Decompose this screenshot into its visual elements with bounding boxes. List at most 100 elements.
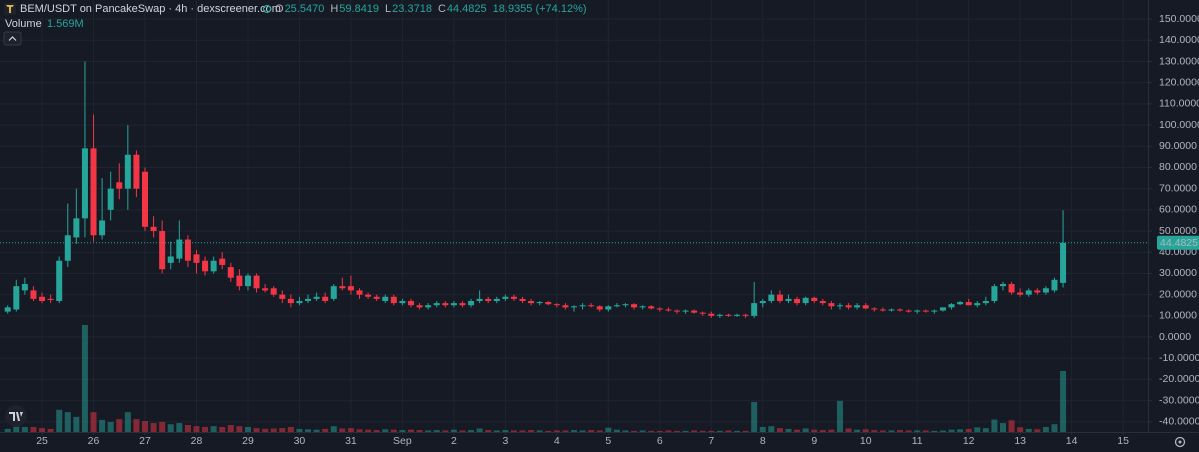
volume-bar [1042,426,1049,432]
candle-body [914,310,921,312]
candle-body [1042,288,1049,293]
ohlc-legend: O 25.5470 H 59.8419 L 23.3718 C 44.4825 [275,3,487,15]
candle-body [553,304,560,306]
volume-bar [141,421,149,432]
collapse-button[interactable] [3,31,22,46]
candle-body [811,297,818,302]
candle-body [450,303,457,306]
candle-body [742,314,749,316]
volume-bar [957,429,964,432]
volume-bar [133,419,140,432]
candle-body [699,312,706,314]
candle-body [73,218,80,238]
settings-icon[interactable] [1174,436,1186,448]
volume-bar [588,430,595,432]
candle-body [107,188,114,210]
candle-body [656,308,663,310]
x-tick-label: 9 [811,435,817,447]
volume-bar [639,430,646,432]
candle-body [905,310,912,312]
candle-body [768,294,775,302]
candle-body [665,309,672,311]
volume-bar [502,430,509,432]
volume-bar [30,426,37,432]
candle-body [133,154,140,189]
candle-body [262,288,269,291]
candle-body [613,305,620,307]
candle-body [708,313,715,316]
volume-bar [399,430,406,432]
volume-bar [287,426,294,432]
settings[interactable] [1174,436,1186,448]
volume-bar [785,428,792,432]
volume-bar [1060,370,1067,432]
volume-bar [56,409,63,432]
header: BEM/USDT on PancakeSwap · 4h · dexscreen… [3,3,587,46]
volume-bar [116,419,123,432]
volume-bar [262,428,269,432]
change: 18.9355 (+74.12%) [493,3,587,15]
candle-body [270,288,277,295]
volume-bar [4,428,11,432]
y-tick-label: 50.0000 [1159,225,1197,237]
candle-body [716,314,723,316]
volume-bar [854,429,861,432]
volume-bar [699,430,706,432]
ohlc-value: 44.4825 [447,3,487,15]
candle-body [502,296,509,299]
volume-bar [433,430,440,432]
candle-body [1060,242,1067,283]
volume-bar [974,427,981,432]
candle-body [673,310,680,312]
candle-body [545,302,552,305]
volume-bar [673,430,680,432]
volume-bar [742,430,749,432]
y-tick-label: -40.0000 [1159,416,1199,428]
volume-bar [545,430,552,432]
candle-body [116,182,123,189]
volume-bar [776,428,783,432]
volume-bar [64,412,71,432]
volume-bar [665,430,672,432]
candle-body [605,306,612,310]
volume-bar [270,428,277,432]
candle-body [802,297,809,304]
candle-body [227,267,234,278]
volume-bar [751,402,758,432]
candle-body [99,220,106,236]
volume-bar [47,428,54,432]
candle-body [390,296,397,304]
volume-bar [1034,429,1041,432]
candle-body [193,254,200,263]
candle-body [622,304,629,306]
candle-body [725,314,732,316]
volume-bar [81,325,88,432]
volume-bar [948,429,955,432]
volume-bar [107,421,114,432]
candle-body [365,294,372,297]
candle-body [56,260,63,302]
y-tick-label: 110.0000 [1159,98,1199,110]
volume-bar [819,430,826,432]
volume-bar [708,430,715,432]
candle-body [596,306,603,310]
ohlc-key: L [385,3,391,15]
volume-bar [219,426,226,432]
volume-bar [184,424,191,432]
candle-body [347,286,354,291]
logo-mark [6,5,14,13]
tv-logo-mark [9,412,23,421]
candle-body [939,307,946,311]
volume-bar [390,429,397,432]
candle-body [948,304,955,308]
ohlc-value: 25.5470 [285,3,325,15]
candle-body [313,296,320,299]
volume-bar [982,428,989,432]
candle-body [493,298,500,302]
volume-bar [450,429,457,432]
candle-body [433,303,440,306]
volume-bar [794,429,801,432]
candle-body [167,256,174,263]
candle-body [922,310,929,312]
